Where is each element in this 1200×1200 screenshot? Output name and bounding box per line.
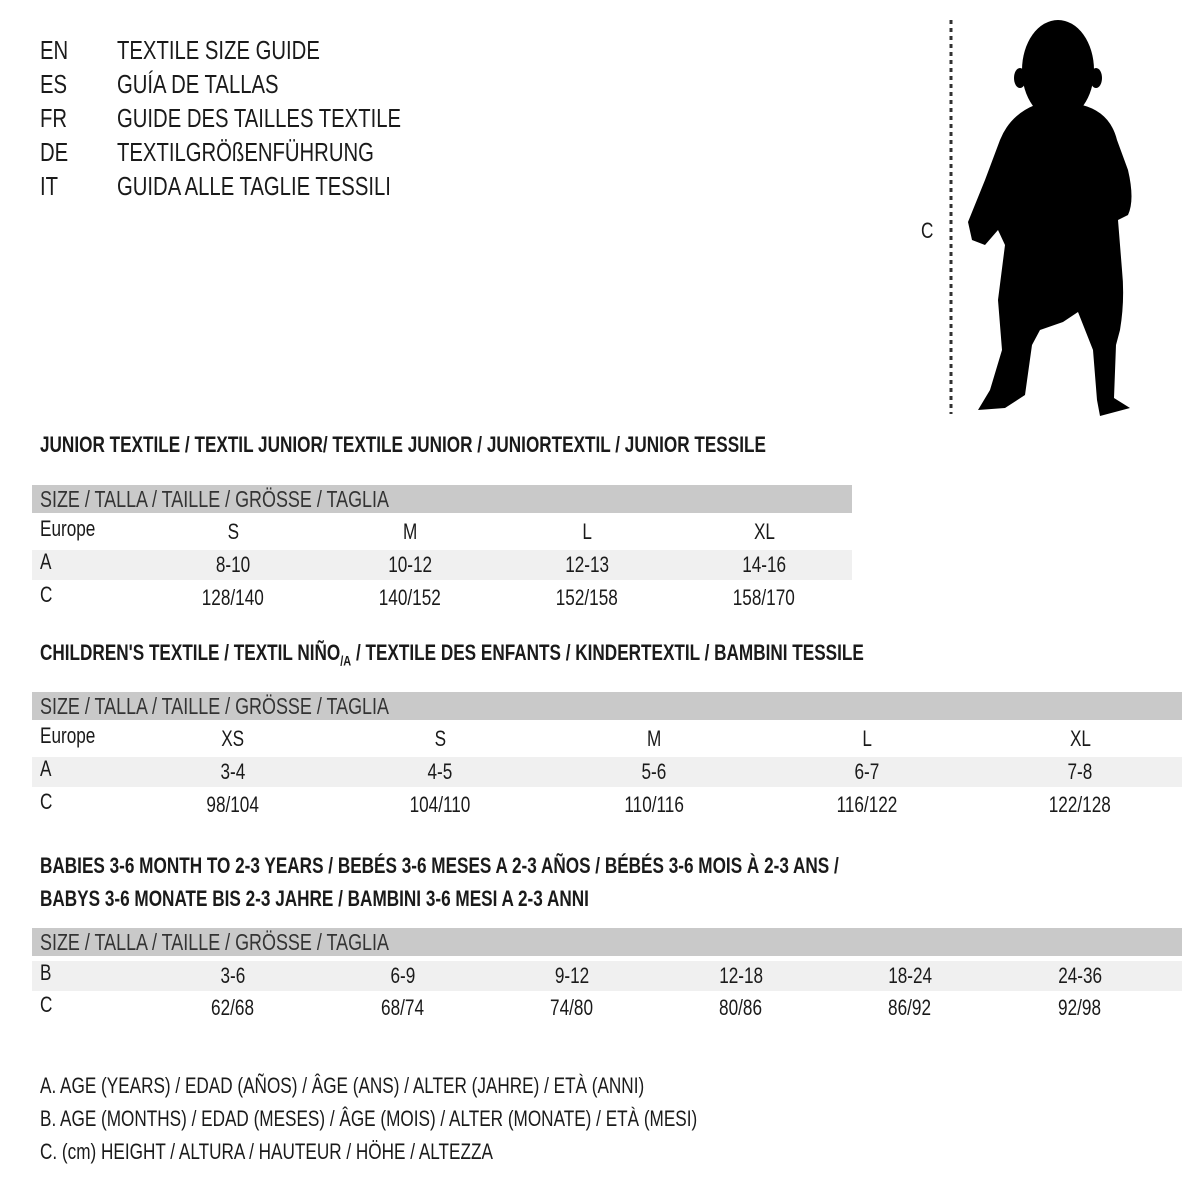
cell: 24-36: [1058, 963, 1102, 988]
cell: 4-5: [427, 759, 453, 784]
cell: 80/86: [719, 995, 763, 1020]
cell: 74/80: [550, 995, 594, 1020]
babies-section-title: BABIES 3-6 MONTH TO 2-3 YEARS / BEBÉS 3-…: [40, 853, 839, 911]
cell: 8-10: [215, 552, 251, 577]
cell: 6-9: [390, 963, 416, 988]
lang-title: TEXTILE SIZE GUIDE: [117, 35, 320, 65]
language-row-en: EN TEXTILE SIZE GUIDE: [40, 33, 481, 67]
table-row-europe: Europe XS S M L XL: [32, 723, 1182, 754]
lang-code: FR: [40, 103, 68, 133]
legend-item-c: C. (cm) HEIGHT / ALTURA / HAUTEUR / HÖHE…: [40, 1139, 493, 1164]
lang-title: GUIDE DES TAILLES TEXTILE: [117, 103, 402, 133]
table-row-a: A 8-10 10-12 12-13 14-16: [32, 549, 852, 580]
legend: A. AGE (YEARS) / EDAD (AÑOS) / ÂGE (ANS)…: [40, 1069, 883, 1168]
height-label: C: [921, 218, 934, 243]
cell: 128/140: [201, 585, 265, 610]
table-header: SIZE / TALLA / TAILLE / GRÖSSE / TAGLIA: [32, 485, 852, 513]
lang-title: GUÍA DE TALLAS: [117, 69, 279, 99]
lang-code: DE: [40, 137, 69, 167]
cell: 3-6: [220, 963, 246, 988]
row-label: B: [40, 960, 52, 985]
table-row-c: C 98/104 104/110 110/116 116/122 122/128: [32, 789, 1182, 820]
table-header: SIZE / TALLA / TAILLE / GRÖSSE / TAGLIA: [32, 928, 1182, 956]
cell: 110/116: [624, 792, 684, 817]
cell: 18-24: [888, 963, 932, 988]
cell: XL: [753, 519, 775, 544]
table-header: SIZE / TALLA / TAILLE / GRÖSSE / TAGLIA: [32, 692, 1182, 720]
cell: 14-16: [742, 552, 786, 577]
table-row-b: B 3-6 6-9 9-12 12-18 18-24 24-36: [32, 960, 1182, 991]
cell: 5-6: [641, 759, 667, 784]
cell: 122/128: [1048, 792, 1112, 817]
cell: 92/98: [1058, 995, 1102, 1020]
cell: 12-13: [565, 552, 609, 577]
table-row-c: C 62/68 68/74 74/80 80/86 86/92 92/98: [32, 992, 1182, 1023]
children-section-title: CHILDREN'S TEXTILE / TEXTIL NIÑO/A / TEX…: [40, 640, 864, 669]
cell: 98/104: [206, 792, 260, 817]
legend-item-b: B. AGE (MONTHS) / EDAD (MESES) / ÂGE (MO…: [40, 1106, 698, 1131]
cell: 116/122: [836, 792, 898, 817]
cell: L: [862, 726, 872, 751]
language-row-de: DE TEXTILGRÖßENFÜHRUNG: [40, 135, 481, 169]
cell: 158/170: [732, 585, 796, 610]
cell: 104/110: [409, 792, 471, 817]
language-row-fr: FR GUIDE DES TAILLES TEXTILE: [40, 101, 481, 135]
cell: L: [582, 519, 592, 544]
row-label: C: [40, 789, 53, 814]
cell: 10-12: [388, 552, 432, 577]
table-row-c: C 128/140 140/152 152/158 158/170: [32, 582, 852, 613]
table-row-europe: Europe S M L XL: [32, 516, 852, 547]
cell: S: [434, 726, 446, 751]
cell: M: [646, 726, 662, 751]
lang-title: GUIDA ALLE TAGLIE TESSILI: [117, 171, 391, 201]
cell: 68/74: [381, 995, 425, 1020]
cell: 152/158: [555, 585, 619, 610]
cell: M: [402, 519, 418, 544]
language-row-es: ES GUÍA DE TALLAS: [40, 67, 481, 101]
cell: XS: [221, 726, 245, 751]
cell: 6-7: [854, 759, 880, 784]
cell: 140/152: [378, 585, 442, 610]
row-label: C: [40, 992, 53, 1017]
cell: XL: [1069, 726, 1091, 751]
lang-code: ES: [40, 69, 68, 99]
legend-item-a: A. AGE (YEARS) / EDAD (AÑOS) / ÂGE (ANS)…: [40, 1073, 645, 1098]
child-silhouette-icon: [968, 20, 1132, 416]
junior-section-title: JUNIOR TEXTILE / TEXTIL JUNIOR/ TEXTILE …: [40, 432, 766, 457]
cell: 3-4: [220, 759, 246, 784]
row-label: C: [40, 582, 53, 607]
language-titles: EN TEXTILE SIZE GUIDE ES GUÍA DE TALLAS FR…: [40, 33, 481, 203]
lang-code: IT: [40, 171, 59, 201]
cell: 12-18: [719, 963, 763, 988]
cell: 86/92: [888, 995, 932, 1020]
cell: 62/68: [211, 995, 255, 1020]
row-label: A: [40, 549, 52, 574]
cell: 7-8: [1067, 759, 1093, 784]
lang-code: EN: [40, 35, 69, 65]
cell: 9-12: [554, 963, 590, 988]
lang-title: TEXTILGRÖßENFÜHRUNG: [117, 137, 374, 167]
row-label: A: [40, 756, 52, 781]
row-label: Europe: [40, 723, 96, 748]
child-silhouette-figure: [949, 20, 1132, 416]
row-label: Europe: [40, 516, 96, 541]
cell: S: [227, 519, 239, 544]
language-row-it: IT GUIDA ALLE TAGLIE TESSILI: [40, 169, 481, 203]
table-row-a: A 3-4 4-5 5-6 6-7 7-8: [32, 756, 1182, 787]
